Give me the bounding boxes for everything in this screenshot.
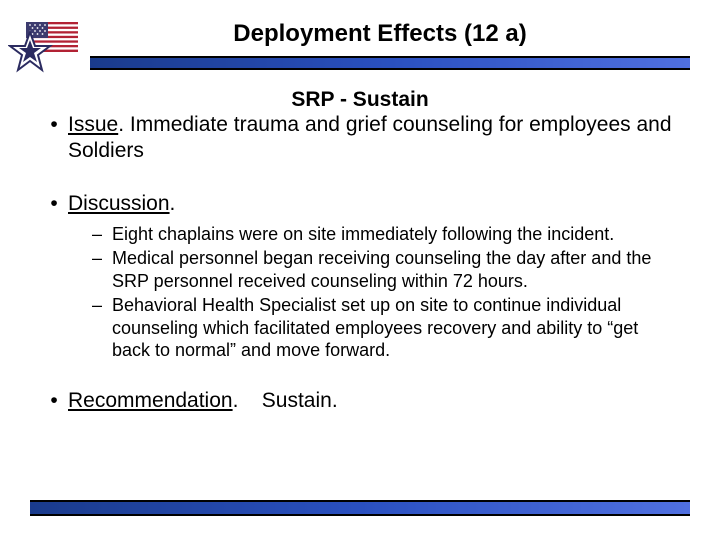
- list-item: – Behavioral Health Specialist set up on…: [88, 294, 680, 362]
- discussion-item-text: Behavioral Health Specialist set up on s…: [112, 294, 680, 362]
- list-item: – Eight chaplains were on site immediate…: [88, 223, 680, 246]
- recommendation-text: Sustain.: [262, 389, 338, 412]
- bullet-dot-icon: •: [40, 191, 68, 217]
- discussion-label-suffix: .: [170, 192, 176, 215]
- discussion-item-text: Eight chaplains were on site immediately…: [112, 223, 680, 246]
- header: Deployment Effects (12 a): [0, 0, 720, 70]
- footer-divider-bar: [30, 500, 690, 516]
- recommendation-label: Recommendation: [68, 389, 233, 412]
- recommendation-line: Recommendation. Sustain.: [68, 388, 680, 414]
- issue-line: Issue. Immediate trauma and grief counse…: [68, 112, 680, 165]
- slide: Deployment Effects (12 a) SRP - Sustain …: [0, 0, 720, 540]
- recommendation-label-suffix: .: [233, 389, 239, 412]
- discussion-item-text: Medical personnel began receiving counse…: [112, 247, 680, 292]
- title-divider-bar: [90, 56, 690, 70]
- dash-icon: –: [88, 223, 112, 246]
- bullet-dot-icon: •: [40, 388, 68, 414]
- slide-title: Deployment Effects (12 a): [0, 20, 720, 48]
- discussion-line: Discussion.: [68, 191, 680, 217]
- header-logo: [8, 18, 88, 78]
- recommendation-block: • Recommendation. Sustain.: [40, 388, 680, 414]
- discussion-block: • Discussion. – Eight chaplains were on …: [40, 191, 680, 362]
- content-subtitle: SRP - Sustain: [40, 88, 680, 112]
- list-item: – Medical personnel began receiving coun…: [88, 247, 680, 292]
- dash-icon: –: [88, 294, 112, 362]
- content-area: SRP - Sustain • Issue. Immediate trauma …: [0, 70, 720, 414]
- issue-label: Issue: [68, 113, 118, 136]
- bullet-dot-icon: •: [40, 112, 68, 165]
- discussion-sub-list: – Eight chaplains were on site immediate…: [88, 223, 680, 362]
- issue-block: • Issue. Immediate trauma and grief coun…: [40, 112, 680, 165]
- discussion-label: Discussion: [68, 192, 170, 215]
- issue-text: Immediate trauma and grief counseling fo…: [68, 113, 672, 162]
- dash-icon: –: [88, 247, 112, 292]
